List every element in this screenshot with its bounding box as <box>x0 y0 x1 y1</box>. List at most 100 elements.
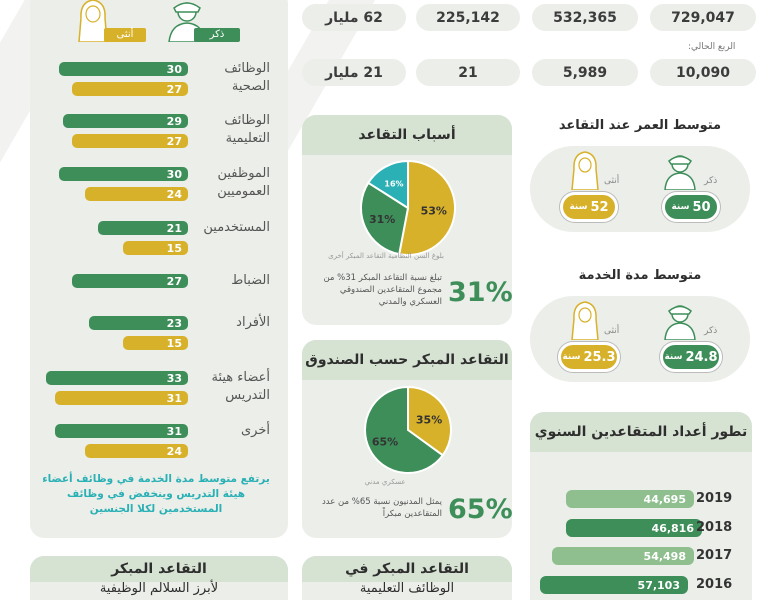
trend-value: 54,498 <box>643 549 686 563</box>
male-tag: ذكر <box>194 28 240 42</box>
male-job-bar: 33 <box>46 371 188 385</box>
male-job-bar: 30 <box>58 167 188 181</box>
bottom-left-subtitle: لأبرز السلالم الوظيفية <box>99 581 219 596</box>
reasons-note: تبلغ نسبة التقاعد المبكر 31% من مجموع ال… <box>323 273 442 307</box>
female-job-bar: 15 <box>123 336 188 350</box>
job-category-label: الوظائف الصحية <box>224 61 270 94</box>
female-job-value: 27 <box>166 134 182 148</box>
bottom-mid-title: التقاعد المبكر في <box>302 556 512 582</box>
stat-3: 225,142 <box>416 4 520 31</box>
male-job-value: 21 <box>166 221 182 235</box>
job-category-label: أخرى <box>241 423 270 438</box>
male-job-value: 30 <box>166 167 182 181</box>
male-job-bar: 21 <box>97 221 188 235</box>
quarter-stat-3: 21 <box>416 59 520 86</box>
reasons-legend: بلوغ السن النظامية التقاعد المبكر أخرى <box>328 252 444 260</box>
female-age-value: 52 سنة <box>560 192 618 222</box>
fund-note: يمثل المدنيون نسبة 65% من عدد المتقاعدين… <box>321 497 442 519</box>
male-age-value: 50 سنة <box>662 192 720 222</box>
female-job-value: 27 <box>166 82 182 96</box>
age-card <box>530 146 750 232</box>
bottom-left-title: التقاعد المبكر <box>30 556 288 582</box>
female-avatar-icon <box>78 0 108 42</box>
male-job-value: 33 <box>166 371 182 385</box>
job-category-label: الوظائف التعليمية <box>224 113 270 146</box>
job-category-label: الموظفين العموميين <box>217 166 270 199</box>
trend-value: 46,816 <box>651 521 694 535</box>
female-job-value: 15 <box>166 241 182 255</box>
jobs-note: يرتفع متوسط مدة الخدمة في وظائف أعضاء هي… <box>42 473 270 515</box>
pie-slice-label: 35% <box>416 413 442 426</box>
male-job-value: 29 <box>166 114 182 128</box>
stat-2: 532,365 <box>532 4 638 31</box>
female-service-label: أنثى <box>604 326 620 336</box>
female-age-label: أنثى <box>604 176 620 186</box>
trend-bar: 44,695 <box>566 490 694 508</box>
reasons-title: أسباب التقاعد <box>302 115 512 155</box>
female-job-bar: 27 <box>71 134 188 148</box>
male-age-icon <box>664 155 696 190</box>
female-job-bar: 24 <box>84 444 188 458</box>
trend-year: 2017 <box>696 548 733 563</box>
male-service-label: ذكر <box>704 326 718 336</box>
male-job-bar: 31 <box>54 424 188 438</box>
male-job-value: 31 <box>166 424 182 438</box>
female-age-icon <box>571 151 599 190</box>
pie-slice <box>366 160 409 210</box>
service-card <box>530 296 750 382</box>
pie-slice-label: 53% <box>421 204 447 217</box>
female-job-bar: 27 <box>71 82 188 96</box>
female-service-icon <box>571 301 599 340</box>
pie-slice-label: 65% <box>372 436 398 449</box>
quarter-stat-4: 21 مليار <box>302 59 406 86</box>
current-quarter-label: الربع الحالي: <box>688 42 736 52</box>
female-job-bar: 15 <box>123 241 188 255</box>
stat-4: 62 مليار <box>302 4 406 31</box>
reasons-big-percent: 31% <box>448 277 513 308</box>
female-job-bar: 31 <box>54 391 188 405</box>
male-job-value: 27 <box>166 274 182 288</box>
fund-pie-chart: 35% 65% <box>364 386 452 474</box>
female-job-value: 31 <box>166 391 182 405</box>
female-job-value: 15 <box>166 336 182 350</box>
female-service-value: 25.3 سنة <box>558 342 620 372</box>
bottom-mid-subtitle: الوظائف التعليمية <box>359 581 455 596</box>
age-title: متوسط العمر عند التقاعد <box>558 118 722 133</box>
trend-year: 2019 <box>696 491 733 506</box>
female-job-value: 24 <box>166 444 182 458</box>
trend-bar: 57,103 <box>540 576 688 594</box>
quarter-stat-2: 5,989 <box>532 59 638 86</box>
quarter-stat-1: 10,090 <box>650 59 756 86</box>
reasons-pie-chart: 53% 31% 16% <box>360 160 456 256</box>
trend-value: 44,695 <box>643 492 686 506</box>
fund-legend: عسكري مدني <box>364 478 406 486</box>
job-category-label: الضباط <box>231 273 270 288</box>
fund-title: التقاعد المبكر حسب الصندوق <box>302 340 512 380</box>
trend-title: تطور أعداد المتقاعدين السنوي <box>530 412 752 452</box>
male-job-bar: 27 <box>71 274 188 288</box>
female-job-value: 24 <box>166 187 182 201</box>
male-service-icon <box>664 305 696 340</box>
male-age-label: ذكر <box>704 176 718 186</box>
male-job-bar: 29 <box>63 114 188 128</box>
female-job-bar: 24 <box>84 187 188 201</box>
male-job-bar: 30 <box>58 62 188 76</box>
job-category-label: المستخدمين <box>203 220 270 235</box>
trend-bar: 54,498 <box>552 547 694 565</box>
pie-slice <box>364 386 445 474</box>
pie-slice <box>398 160 456 256</box>
pie-slice-label: 16% <box>384 179 403 188</box>
pie-slice-label: 31% <box>369 213 395 226</box>
male-job-value: 30 <box>166 62 182 76</box>
service-title: متوسط مدة الخدمة <box>578 268 702 283</box>
trend-value: 57,103 <box>637 578 680 592</box>
male-job-value: 23 <box>166 316 182 330</box>
stat-total: 729,047 <box>650 4 756 31</box>
trend-year: 2018 <box>696 520 733 535</box>
job-category-label: أعضاء هيئة التدريس <box>211 370 270 403</box>
female-tag: أنثى <box>104 28 146 42</box>
pie-slice <box>407 386 452 457</box>
trend-year: 2016 <box>696 577 733 592</box>
trend-bar: 46,816 <box>566 519 702 537</box>
